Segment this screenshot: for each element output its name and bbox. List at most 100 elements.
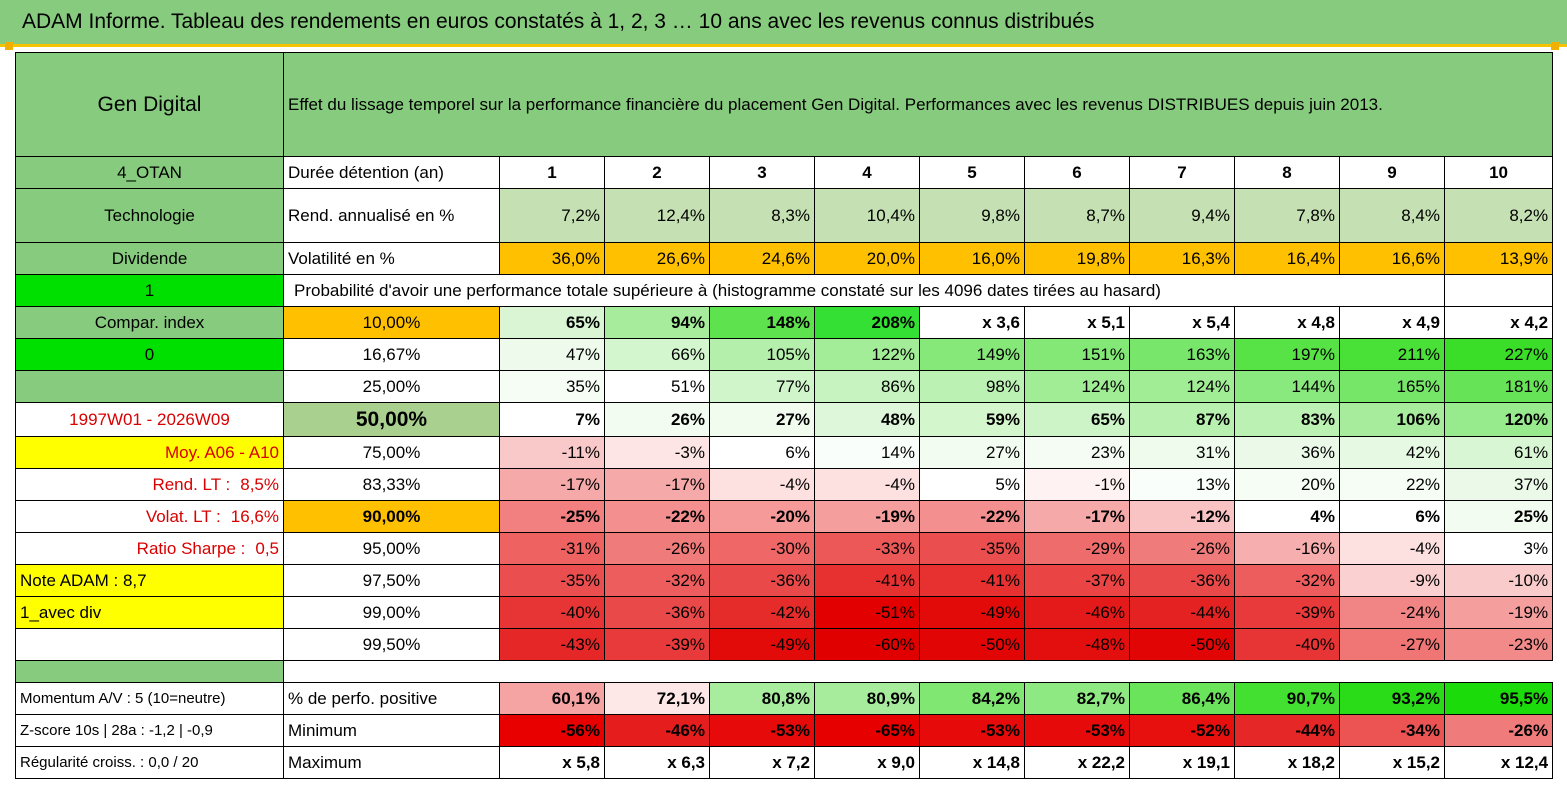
probability-cell: 59% [919, 402, 1025, 437]
maximum-cell: x 19,1 [1129, 746, 1235, 779]
corner-marker-left [5, 42, 13, 50]
rend-lt: Rend. LT : 8,5% [15, 468, 284, 501]
probability-row: Note ADAM : 8,7 97,50% -35% -32% -36% -41% -41… [15, 564, 1554, 597]
minimum-cell: -44% [1234, 714, 1340, 747]
probability-cell: -49% [709, 628, 815, 661]
probability-cell: -22% [919, 500, 1025, 533]
title-underline [0, 44, 1567, 47]
probability-cell: 149% [919, 338, 1025, 371]
probability-row: 99,50% -43% -39% -49% -60% -50% -48% -50% -40% -2… [15, 628, 1554, 661]
minimum-cell: -26% [1443, 714, 1554, 747]
perf-positive-cell: 95,5% [1443, 682, 1554, 715]
maximum-cell: x 14,8 [919, 746, 1025, 779]
probability-threshold: 25,00% [283, 370, 500, 403]
probability-cell: 83% [1234, 402, 1340, 437]
probability-cell: 106% [1339, 402, 1445, 437]
rend-row: Technologie Rend. annualisé en % 7,2% 12… [15, 188, 1554, 243]
probability-cell: 87% [1129, 402, 1235, 437]
maximum-cell: x 7,2 [709, 746, 815, 779]
probability-cell: 3% [1443, 532, 1554, 565]
probability-cell: 122% [814, 338, 920, 371]
probability-cell: 208% [814, 306, 920, 339]
rend-cell: 9,8% [919, 188, 1025, 243]
code-label: 4_OTAN [15, 156, 284, 189]
probability-cell: -4% [814, 468, 920, 501]
probability-cell: -42% [709, 596, 815, 629]
probability-cell: -19% [1443, 596, 1554, 629]
maximum-cell: x 6,3 [604, 746, 710, 779]
rend-label: Rend. annualisé en % [283, 188, 500, 243]
probability-cell: 25% [1443, 500, 1554, 533]
regularite-label: Régularité croiss. : 0,0 / 20 [15, 746, 284, 779]
probability-cell: 120% [1443, 402, 1554, 437]
year-cell: 6 [1024, 156, 1130, 189]
perf-positive-cell: 86,4% [1129, 682, 1235, 715]
probability-cell: -39% [604, 628, 710, 661]
probability-cell: 163% [1129, 338, 1235, 371]
perf-positive-row: Momentum A/V : 5 (10=neutre) % de perfo.… [15, 682, 1554, 715]
performance-table: Gen Digital Effet du lissage temporel su… [15, 52, 1554, 779]
volat-lt: Volat. LT : 16,6% [15, 500, 284, 533]
probability-cell: -31% [499, 532, 605, 565]
volat-lt-label: Volat. LT : [145, 506, 221, 526]
year-cell: 9 [1339, 156, 1445, 189]
probability-cell: 148% [709, 306, 815, 339]
probability-cell: 151% [1024, 338, 1130, 371]
probability-cell: -36% [1129, 564, 1235, 597]
probability-cell: -26% [604, 532, 710, 565]
probability-cell: 5% [919, 468, 1025, 501]
volat-cell: 16,3% [1129, 242, 1235, 275]
rend-cell: 10,4% [814, 188, 920, 243]
probability-cell: 31% [1129, 436, 1235, 469]
probability-cell: 26% [604, 402, 710, 437]
probability-cell: 227% [1443, 338, 1554, 371]
probability-cell: -24% [1339, 596, 1445, 629]
probability-cell: -20% [709, 500, 815, 533]
probability-cell: -4% [1339, 532, 1445, 565]
probability-cell: -43% [499, 628, 605, 661]
probability-cell: 20% [1234, 468, 1340, 501]
probability-cell: -23% [1443, 628, 1554, 661]
probability-cell: 144% [1234, 370, 1340, 403]
probability-cell: x 5,1 [1024, 306, 1130, 339]
volat-cell: 16,0% [919, 242, 1025, 275]
flag-0: 0 [15, 338, 284, 371]
maximum-label: Maximum [283, 746, 500, 779]
perf-positive-cell: 60,1% [499, 682, 605, 715]
year-cell: 3 [709, 156, 815, 189]
probability-threshold: 10,00% [283, 306, 500, 339]
probability-cell: 86% [814, 370, 920, 403]
spacer-empty [284, 661, 1553, 683]
probability-cell: 4% [1234, 500, 1340, 533]
probability-threshold: 99,00% [283, 596, 500, 629]
probability-cell: 165% [1339, 370, 1445, 403]
probability-cell: x 4,8 [1234, 306, 1340, 339]
momentum-label: Momentum A/V : 5 (10=neutre) [15, 682, 284, 715]
maximum-cell: x 18,2 [1234, 746, 1340, 779]
duration-label: Durée détention (an) [283, 156, 500, 189]
probability-threshold: 83,33% [283, 468, 500, 501]
rend-cell: 7,8% [1234, 188, 1340, 243]
probability-cell: -16% [1234, 532, 1340, 565]
probability-cell: 211% [1339, 338, 1445, 371]
volat-lt-value: 16,6% [230, 506, 279, 526]
income-type-label: Dividende [15, 242, 284, 275]
probability-cell: 35% [499, 370, 605, 403]
sharpe: Ratio Sharpe : 0,5 [15, 532, 284, 565]
probability-cell: -4% [709, 468, 815, 501]
minimum-cell: -53% [919, 714, 1025, 747]
perf-positive-cell: 82,7% [1024, 682, 1130, 715]
probability-threshold: 99,50% [283, 628, 500, 661]
rend-cell: 7,2% [499, 188, 605, 243]
minimum-cell: -53% [1024, 714, 1130, 747]
probability-cell: -40% [1234, 628, 1340, 661]
probability-cell: 47% [499, 338, 605, 371]
probability-cell: 124% [1129, 370, 1235, 403]
probability-cell: 6% [1339, 500, 1445, 533]
volat-cell: 19,8% [1024, 242, 1130, 275]
probability-row: Ratio Sharpe :0,5 95,00% -31% -26% -30% -33% -… [15, 532, 1554, 565]
empty-cell [15, 628, 284, 661]
probability-cell: -36% [604, 596, 710, 629]
probability-cell: -48% [1024, 628, 1130, 661]
perf-positive-cell: 80,9% [814, 682, 920, 715]
